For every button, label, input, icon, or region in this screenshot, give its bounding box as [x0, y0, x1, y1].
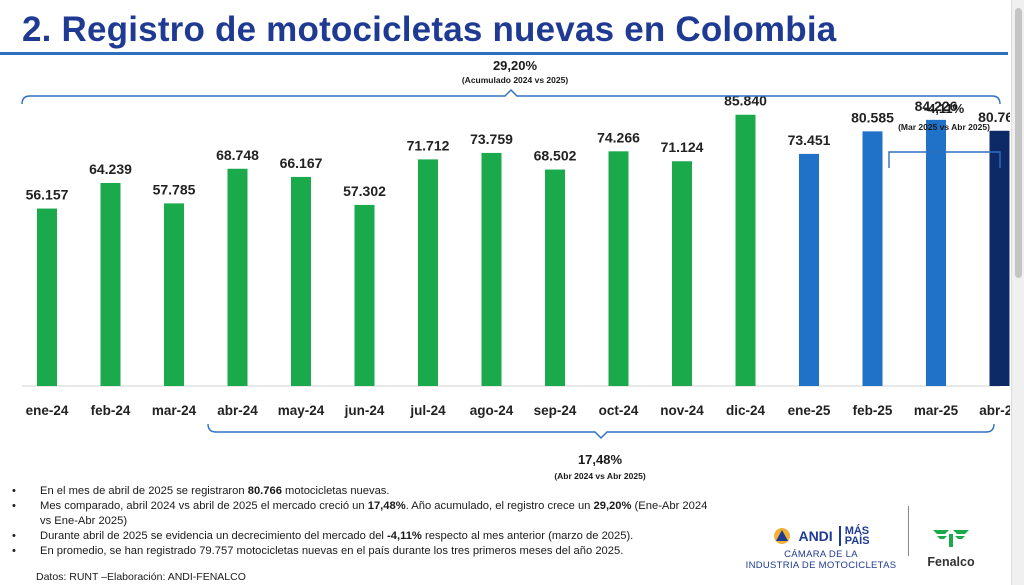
bar: [799, 153, 819, 386]
note-highlight: 17,48%: [367, 500, 406, 513]
yearly-annotation: 17,48% (Abr 2024 vs Abr 2025): [530, 452, 670, 481]
note-text: motocicletas nuevas.: [281, 485, 390, 497]
data-label: 71.712: [407, 137, 450, 153]
note-highlight: -4,11%: [387, 530, 422, 543]
andi-emblem-icon: [774, 528, 791, 544]
bar: [989, 130, 1010, 386]
bar: [354, 204, 375, 386]
note-item: Mes comparado, abril 2024 vs abril de 20…: [10, 499, 710, 529]
monthly-annotation: -4,11% (Mar 2025 vs Abr 2025): [878, 101, 1010, 132]
bar: [37, 208, 57, 386]
fenalco-emblem-icon: [933, 530, 969, 547]
x-tick-label: sep-24: [534, 403, 577, 418]
data-label: 73.451: [788, 132, 831, 148]
monthly-value: -4,11%: [923, 101, 965, 116]
data-label: 66.167: [280, 155, 323, 171]
yearly-bracket: [207, 423, 995, 439]
x-tick-label: feb-25: [853, 403, 893, 418]
data-label: 80.585: [851, 109, 894, 125]
data-label: 80.766: [978, 109, 1010, 125]
data-label: 73.759: [470, 131, 513, 147]
note-text: (Ene-Abr 2024 vs Ene-Abr 2025): [40, 500, 708, 528]
fenalco-logo: Fenalco: [916, 526, 986, 569]
bar: [227, 168, 248, 386]
data-source: Datos: RUNT –Elaboración: ANDI-FENALCO: [36, 571, 246, 583]
accumulated-value: 29,20%: [492, 58, 538, 73]
note-text: . Año acumulado, el registro crece un: [405, 500, 594, 513]
notes-list: En el mes de abril de 2025 se registraro…: [10, 484, 710, 560]
andi-logo: ANDI MÁS PAÍS CÁMARA DE LA INDUSTRIA DE …: [738, 522, 904, 580]
note-item: En el mes de abril de 2025 se registraro…: [10, 484, 710, 499]
note-highlight: 29,20%: [593, 500, 632, 513]
x-tick-label: dic-24: [726, 403, 766, 418]
x-tick-label: abr-24: [217, 403, 258, 418]
note-text: Mes comparado, abril 2024 vs abril de 20…: [40, 500, 368, 513]
camara-line-2: INDUSTRIA DE MOTOCICLETAS: [745, 559, 897, 571]
bar: [164, 203, 184, 386]
data-label: 84.226: [915, 98, 958, 114]
x-tick-label: abr-25: [979, 403, 1010, 418]
monthly-bracket: [888, 151, 1001, 168]
bar: [926, 119, 946, 387]
x-tick-label: jul-24: [409, 403, 446, 418]
data-label: 74.266: [597, 129, 640, 145]
bar: [608, 151, 629, 386]
bar-chart: 56.157 ene-24 64.239 feb-24 57.785 mar-24 68.7…: [21, 89, 1010, 439]
yearly-value: 17,48%: [577, 452, 623, 467]
note-item: Durante abril de 2025 se evidencia un de…: [10, 529, 710, 544]
x-tick-label: nov-24: [660, 403, 704, 418]
x-tick-label: oct-24: [599, 403, 639, 418]
x-tick-label: mar-24: [152, 403, 197, 418]
note-text: En el mes de abril de 2025 se registraro…: [40, 485, 248, 497]
data-label: 56.157: [26, 187, 69, 203]
andi-wordmark: ANDI: [798, 528, 833, 544]
page-title: 2. Registro de motocicletas nuevas en Co…: [22, 10, 837, 49]
scrollbar-thumb[interactable]: [1015, 8, 1022, 278]
accumulated-caption: (Acumulado 2024 vs 2025): [461, 75, 569, 85]
x-tick-label: jun-24: [344, 403, 385, 418]
note-text: Durante abril de 2025 se evidencia un de…: [40, 530, 388, 543]
accumulated-annotation: 29,20% (Acumulado 2024 vs 2025): [445, 58, 585, 85]
data-label: 68.502: [534, 148, 577, 164]
logo-divider: [908, 506, 909, 556]
mas-word: MÁS: [844, 524, 870, 537]
note-text: En promedio, se han registrado 79.757 mo…: [40, 545, 624, 558]
yearly-caption: (Abr 2024 vs Abr 2025): [554, 471, 646, 481]
data-label: 68.748: [216, 147, 259, 163]
vertical-scrollbar[interactable]: [1011, 0, 1024, 585]
bar: [735, 114, 756, 386]
x-tick-label: ene-25: [788, 403, 831, 418]
x-tick-label: feb-24: [91, 403, 131, 418]
data-label: 57.785: [153, 181, 196, 197]
monthly-caption: (Mar 2025 vs Abr 2025): [898, 122, 990, 132]
x-tick-label: ene-24: [26, 403, 69, 418]
data-label: 71.124: [661, 139, 704, 155]
bar: [100, 183, 121, 386]
bar: [545, 169, 565, 386]
bars-group: 56.157 ene-24 64.239 feb-24 57.785 mar-24 68.7…: [26, 93, 1010, 418]
bar: [672, 161, 692, 386]
bar: [481, 152, 502, 386]
x-tick-label: ago-24: [470, 403, 514, 418]
title-underline: [0, 52, 1008, 55]
bar: [418, 159, 438, 386]
note-item: En promedio, se han registrado 79.757 mo…: [10, 544, 710, 559]
note-text: respecto al mes anterior (marzo de 2025)…: [421, 530, 634, 543]
bar: [291, 176, 311, 386]
fenalco-wordmark: Fenalco: [927, 555, 975, 569]
note-highlight: 80.766: [247, 485, 282, 497]
data-label: 64.239: [89, 161, 132, 177]
data-label: 57.302: [343, 183, 386, 199]
mas-pais-wordmark: MÁS PAÍS: [838, 524, 870, 547]
pais-word: PAÍS: [844, 535, 870, 547]
accumulated-bracket: [21, 89, 1001, 105]
bar: [862, 131, 883, 386]
data-label: 85.840: [724, 93, 767, 109]
x-tick-label: mar-25: [914, 403, 959, 418]
x-tick-label: may-24: [278, 403, 325, 418]
brackets-group: [21, 89, 1001, 439]
camara-line-1: CÁMARA DE LA: [784, 549, 858, 560]
